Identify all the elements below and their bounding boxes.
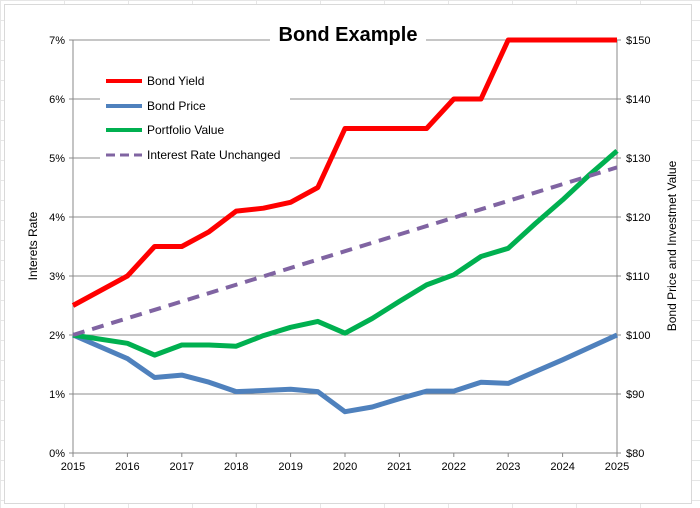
y-tick-label: 1% <box>49 389 65 401</box>
x-tick-label: 2023 <box>496 461 520 473</box>
y2-axis-title: Bond Price and Investmet Value <box>665 160 679 331</box>
legend-item-interest-rate-unchanged: Interest Rate Unchanged <box>106 148 280 162</box>
legend-item-bond-yield: Bond Yield <box>106 74 204 88</box>
legend-background <box>100 70 290 170</box>
legend-label: Interest Rate Unchanged <box>147 148 280 162</box>
legend-label: Portfolio Value <box>147 123 224 137</box>
series-portfolio-value <box>72 149 619 358</box>
series-interest-rate-unchanged <box>72 165 618 337</box>
tick-labels: 0% 1% 2% 3% 4% 5% 6% 7% $80 $90 $100 $110 $120 $130 $1… <box>49 35 650 473</box>
y2-tick-label: $130 <box>626 153 650 165</box>
y2-tick-label: $100 <box>626 330 650 342</box>
y-tick-label: 5% <box>49 153 65 165</box>
x-tick-label: 2022 <box>442 461 466 473</box>
y2-tick-label: $110 <box>626 271 650 283</box>
y-tick-label: 4% <box>49 212 65 224</box>
series-bond-price <box>72 332 619 415</box>
x-tick-label: 2024 <box>550 461 574 473</box>
legend-item-bond-price: Bond Price <box>106 99 206 113</box>
y2-tick-label: $140 <box>626 94 650 106</box>
x-tick-label: 2025 <box>605 461 629 473</box>
x-tick-label: 2021 <box>387 461 411 473</box>
legend-label: Bond Yield <box>147 74 204 88</box>
legend: Bond Yield Bond Price Portfolio Value In… <box>100 70 290 170</box>
x-tick-label: 2019 <box>278 461 302 473</box>
y2-tick-label: $80 <box>626 448 644 460</box>
y-tick-label: 3% <box>49 271 65 283</box>
legend-item-portfolio-value: Portfolio Value <box>106 123 224 137</box>
y-tick-label: 0% <box>49 448 65 460</box>
x-tick-label: 2020 <box>333 461 357 473</box>
x-tick-label: 2016 <box>115 461 139 473</box>
y2-tick-label: $150 <box>626 35 650 47</box>
y-tick-label: 2% <box>49 330 65 342</box>
x-tick-label: 2017 <box>170 461 194 473</box>
title-background <box>270 20 426 48</box>
y2-tick-label: $90 <box>626 389 644 401</box>
x-tick-label: 2015 <box>61 461 85 473</box>
series-bond-yield <box>71 37 617 308</box>
legend-label: Bond Price <box>147 99 206 113</box>
y-tick-label: 7% <box>49 35 65 47</box>
series-lines <box>71 37 619 415</box>
chart-title: Bond Example <box>279 24 418 46</box>
x-tick-label: 2018 <box>224 461 248 473</box>
y2-tick-label: $120 <box>626 212 650 224</box>
y-axis-title: Interets Rate <box>26 211 40 280</box>
y-tick-label: 6% <box>49 94 65 106</box>
